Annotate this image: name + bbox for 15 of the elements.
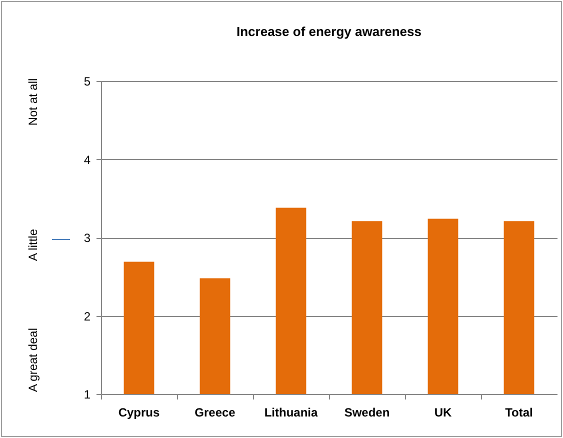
x-tick-label: Total (505, 406, 533, 420)
x-tick-label: Sweden (344, 406, 390, 420)
chart-title: Increase of energy awareness (236, 24, 422, 39)
text: Not at all (26, 78, 40, 126)
y-tick-label: 3 (84, 231, 91, 245)
y-tick-label: 4 (84, 152, 91, 167)
y-tick-label: 2 (84, 309, 91, 324)
text: A little (26, 228, 40, 262)
y-tick-label: 5 (84, 74, 91, 88)
x-tick-label: Greece (194, 406, 236, 420)
x-tick-label: Lithuania (264, 406, 318, 420)
y-tick-label: 1 (84, 388, 91, 402)
x-tick-label: Cyprus (118, 406, 160, 420)
text: A great deal (26, 328, 40, 392)
x-tick-label: UK (434, 406, 452, 420)
